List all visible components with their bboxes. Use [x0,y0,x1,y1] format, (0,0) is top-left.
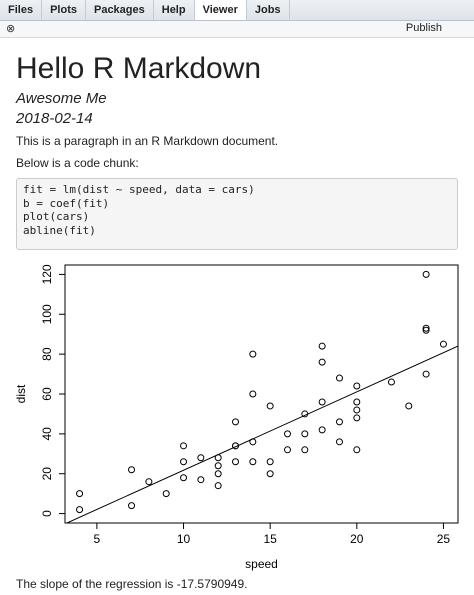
point [214,482,222,490]
regression-line [65,345,458,523]
x-tick-label: 20 [350,532,364,546]
point [405,402,413,410]
point [180,474,188,482]
code-line: abline(fit) [23,223,96,237]
point [353,446,361,454]
x-tick-label: 15 [263,532,277,546]
tab[interactable]: Jobs [247,0,290,20]
point [249,458,257,466]
point [387,378,395,386]
point [266,470,274,478]
point [162,490,170,498]
x-tick-label: 10 [177,532,191,546]
paragraph: Below is a code chunk: [16,156,139,170]
doc-date: 2018-02-14 [16,110,93,127]
tab[interactable]: Packages [86,0,154,20]
x-axis-label: speed [245,557,278,571]
point [301,446,309,454]
point [318,342,326,350]
point [249,350,257,358]
point [232,458,240,466]
y-tick-label: 100 [40,304,54,324]
tab[interactable]: Help [154,0,195,20]
paragraph: The slope of the regression is -17.57909… [16,577,248,591]
point [180,458,188,466]
point [249,390,257,398]
point [145,478,153,486]
point [76,490,84,498]
point [335,374,343,382]
point [266,458,274,466]
point [197,454,205,462]
toolbar: ⊗ Publish [0,21,474,38]
point [232,418,240,426]
x-tick-label: 25 [437,532,451,546]
paragraph: This is a paragraph in an R Markdown doc… [16,134,279,148]
doc-author: Awesome Me [16,90,107,107]
point [266,402,274,410]
chart: 5 10 15 20 25 0 20 40 60 80 100 120 speed dist [14,264,459,571]
y-tick-label: 120 [40,264,54,284]
point [335,418,343,426]
point [353,414,361,422]
code-chunk: fit = lm(dist ~ speed, data = cars) b = c… [16,178,458,250]
point [353,406,361,414]
point [318,426,326,434]
code-line: plot(cars) [23,210,90,223]
point [180,442,188,450]
x-tick-label: 5 [94,532,101,546]
point [76,506,84,514]
doc-title: Hello R Markdown [16,52,262,85]
close-icon[interactable]: ⊗ [6,23,16,35]
y-tick-label: 0 [40,510,54,517]
tab[interactable]: Viewer [194,0,247,20]
publish-button[interactable]: Publish [405,22,442,34]
point [422,324,430,332]
point [128,466,136,474]
point [353,382,361,390]
y-tick-label: 20 [40,467,54,481]
point [283,430,291,438]
point [214,470,222,478]
point [301,430,309,438]
tab[interactable]: Files [0,0,43,20]
y-tick-label: 40 [40,427,54,441]
y-axis-label: dist [14,384,28,403]
tab-bar: Files Plots Packages Help Viewer Jobs [0,0,474,21]
point [214,462,222,470]
point [283,446,291,454]
point [335,438,343,446]
point [422,326,430,334]
point [318,398,326,406]
y-tick-label: 80 [40,347,54,361]
point [422,270,430,278]
point [439,340,447,348]
code-line: fit = lm(dist ~ speed, data = cars) [23,183,255,196]
point [422,370,430,378]
point [353,398,361,406]
point [318,358,326,366]
y-tick-label: 60 [40,387,54,401]
point [128,502,136,510]
code-line: b = coef(fit) [23,196,110,210]
point [197,476,205,484]
tab[interactable]: Plots [42,0,86,20]
plot-frame [64,264,459,524]
